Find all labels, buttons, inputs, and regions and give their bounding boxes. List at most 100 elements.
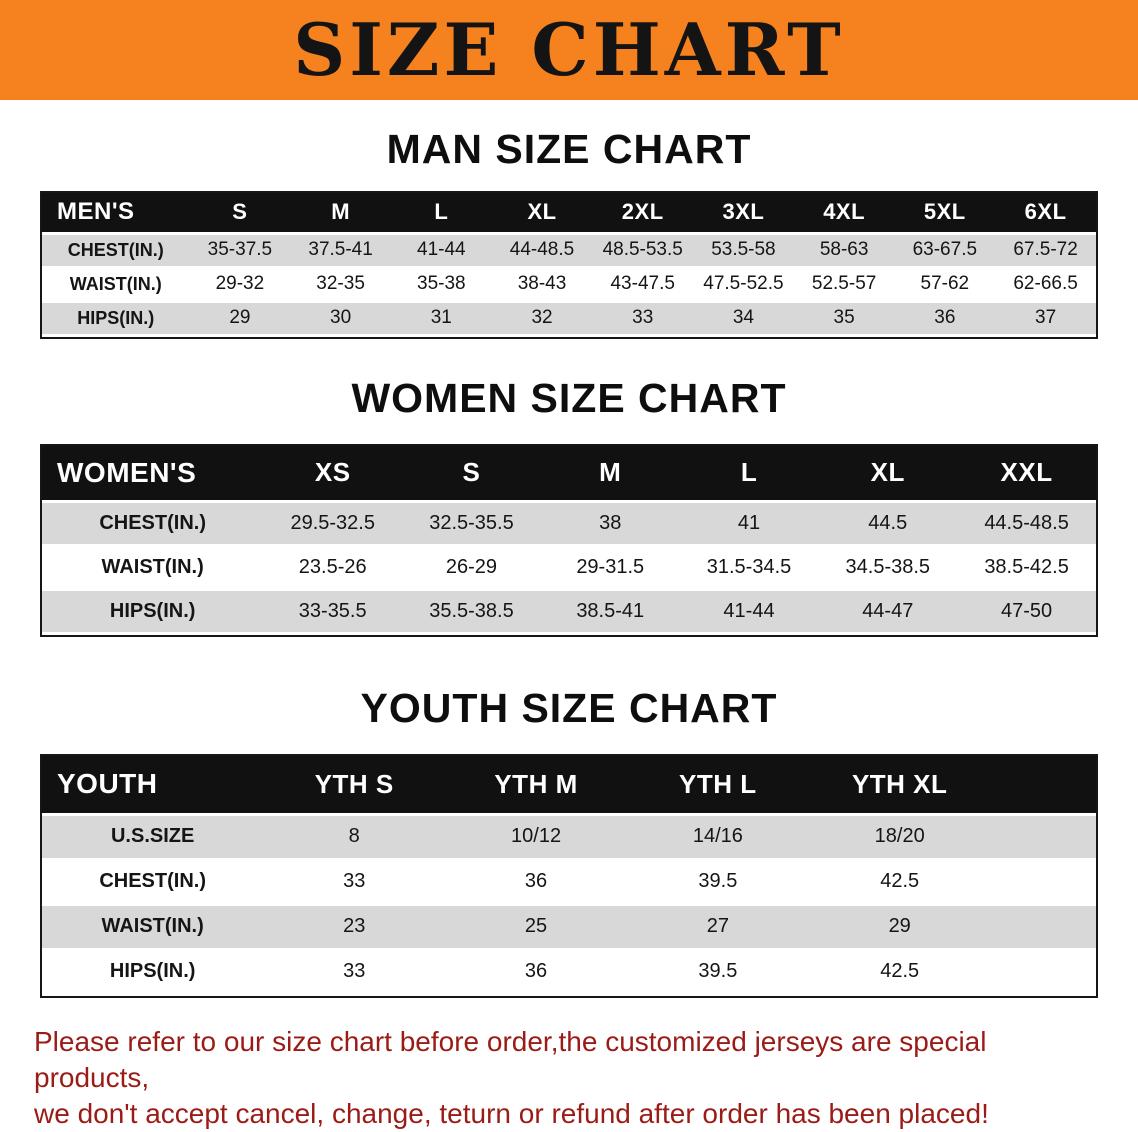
measurement-value: 29	[808, 904, 991, 951]
measurement-label: HIPS(IN.)	[42, 301, 190, 337]
measurement-value: 36	[445, 859, 627, 906]
measurement-value: 43-47.5	[592, 267, 694, 303]
measurement-value: 44.5	[818, 501, 958, 547]
measurement-value: 37	[995, 301, 1096, 337]
men-size-table-wrap: MEN'S S M L XL 2XL 3XL 4XL 5XL 6XL CHEST(IN.) 35-37…	[40, 191, 1098, 339]
measurement-value: 32-35	[290, 267, 391, 303]
measurement-value: 34.5-38.5	[818, 545, 958, 591]
women-size-table: WOMEN'S XS S M L XL XXL CHEST(IN.) 29.5-32.5 32.5…	[42, 445, 1096, 635]
measurement-value: 31	[390, 301, 492, 337]
measurement-row: HIPS(IN.) 33 36 39.5 42.5	[42, 949, 1096, 996]
measurement-row: WAIST(IN.) 23.5-26 26-29 29-31.5 31.5-34.5 34…	[42, 545, 1096, 591]
women-table-title: WOMEN'S	[42, 445, 264, 503]
measurement-value: 37.5-41	[290, 233, 391, 269]
size-column-header: S	[189, 193, 291, 235]
size-column-header: YTH S	[263, 756, 446, 816]
measurement-row: HIPS(IN.) 29 30 31 32 33 34 35 36 37	[42, 301, 1096, 337]
size-column-header: M	[540, 445, 680, 503]
measurement-value: 32	[491, 301, 593, 337]
measurement-value: 25	[445, 904, 627, 951]
measurement-value: 39.5	[626, 949, 809, 996]
spacer-cell	[990, 859, 1096, 906]
size-column-header: L	[679, 445, 819, 503]
measurement-value: 41-44	[390, 233, 492, 269]
youth-section-heading: YOUTH SIZE CHART	[360, 685, 778, 731]
measurement-value: 26-29	[402, 545, 541, 591]
measurement-value: 29-31.5	[540, 545, 680, 591]
men-section-heading: MAN SIZE CHART	[386, 126, 752, 172]
size-column-header: XL	[818, 445, 958, 503]
measurement-value: 42.5	[808, 859, 991, 906]
measurement-value: 36	[894, 301, 996, 337]
measurement-value: 39.5	[626, 859, 809, 906]
measurement-row: WAIST(IN.) 23 25 27 29	[42, 904, 1096, 951]
measurement-value: 41-44	[679, 589, 819, 635]
measurement-value: 31.5-34.5	[679, 545, 819, 591]
measurement-value: 35.5-38.5	[402, 589, 541, 635]
women-size-table-wrap: WOMEN'S XS S M L XL XXL CHEST(IN.) 29.5-32.5 32.5…	[40, 443, 1098, 637]
measurement-value: 18/20	[808, 814, 991, 861]
measurement-value: 8	[263, 814, 446, 861]
youth-header-row: YOUTH YTH S YTH M YTH L YTH XL	[42, 756, 1096, 816]
measurement-value: 53.5-58	[693, 233, 794, 269]
measurement-value: 33	[263, 859, 446, 906]
measurement-row: U.S.SIZE 8 10/12 14/16 18/20	[42, 814, 1096, 861]
measurement-value: 33-35.5	[263, 589, 403, 635]
measurement-value: 63-67.5	[894, 233, 996, 269]
men-header-row: MEN'S S M L XL 2XL 3XL 4XL 5XL 6XL	[42, 193, 1096, 235]
spacer-cell	[990, 904, 1096, 951]
measurement-value: 67.5-72	[995, 233, 1096, 269]
measurement-value: 33	[263, 949, 446, 996]
youth-table-title: YOUTH	[42, 756, 264, 816]
spacer-cell	[990, 949, 1096, 996]
size-column-header: 3XL	[693, 193, 794, 235]
measurement-value: 36	[445, 949, 627, 996]
measurement-label: HIPS(IN.)	[42, 949, 264, 996]
size-column-header: 6XL	[995, 193, 1096, 235]
measurement-value: 30	[290, 301, 391, 337]
measurement-value: 38	[540, 501, 680, 547]
size-chart-banner: SIZE CHART	[0, 0, 1138, 100]
measurement-value: 52.5-57	[793, 267, 895, 303]
measurement-value: 38-43	[491, 267, 593, 303]
measurement-value: 32.5-35.5	[402, 501, 541, 547]
disclaimer-line: we don't accept cancel, change, teturn o…	[34, 1097, 989, 1129]
size-column-header: XS	[263, 445, 403, 503]
measurement-value: 29-32	[189, 267, 291, 303]
measurement-label: WAIST(IN.)	[42, 904, 264, 951]
measurement-value: 47.5-52.5	[693, 267, 794, 303]
measurement-value: 23	[263, 904, 446, 951]
measurement-label: CHEST(IN.)	[42, 233, 190, 269]
size-column-header: S	[402, 445, 541, 503]
size-column-header: 2XL	[592, 193, 694, 235]
size-column-header: 4XL	[793, 193, 895, 235]
measurement-label: WAIST(IN.)	[42, 545, 264, 591]
women-section-heading: WOMEN SIZE CHART	[351, 374, 787, 421]
measurement-label: CHEST(IN.)	[42, 501, 264, 547]
measurement-value: 48.5-53.5	[592, 233, 694, 269]
size-column-header: L	[390, 193, 492, 235]
measurement-value: 44-48.5	[491, 233, 593, 269]
measurement-label: CHEST(IN.)	[42, 859, 264, 906]
measurement-value: 33	[592, 301, 694, 337]
size-column-header: 5XL	[894, 193, 996, 235]
measurement-value: 42.5	[808, 949, 991, 996]
measurement-value: 29	[189, 301, 291, 337]
measurement-value: 58-63	[793, 233, 895, 269]
measurement-value: 23.5-26	[263, 545, 403, 591]
measurement-label: HIPS(IN.)	[42, 589, 264, 635]
measurement-value: 10/12	[445, 814, 627, 861]
measurement-value: 35	[793, 301, 895, 337]
measurement-row: CHEST(IN.) 29.5-32.5 32.5-35.5 38 41 44.5 44.5…	[42, 501, 1096, 547]
spacer-cell	[990, 756, 1096, 816]
youth-size-table: YOUTH YTH S YTH M YTH L YTH XL U.S.SIZE 8 10/12…	[42, 756, 1096, 996]
women-header-row: WOMEN'S XS S M L XL XXL	[42, 445, 1096, 503]
measurement-value: 34	[693, 301, 794, 337]
disclaimer: Please refer to our size chart before or…	[0, 1024, 1138, 1132]
size-column-header: YTH M	[445, 756, 627, 816]
size-column-header: XL	[491, 193, 593, 235]
measurement-label: U.S.SIZE	[42, 814, 264, 861]
measurement-value: 57-62	[894, 267, 996, 303]
men-table-title: MEN'S	[42, 193, 190, 235]
